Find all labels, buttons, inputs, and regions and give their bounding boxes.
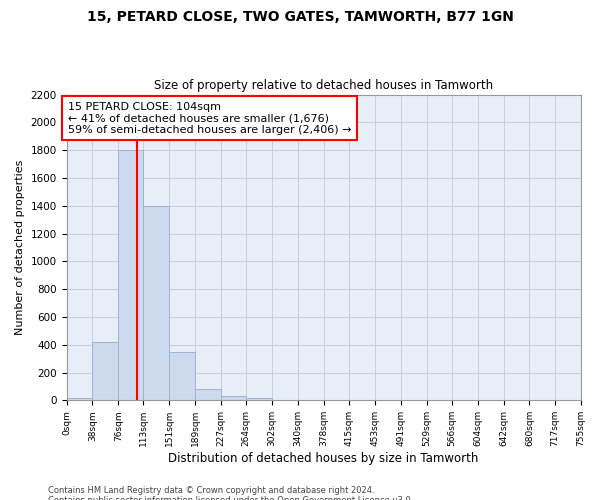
- Bar: [221, 396, 246, 400]
- Bar: [67, 398, 92, 400]
- Text: 15, PETARD CLOSE, TWO GATES, TAMWORTH, B77 1GN: 15, PETARD CLOSE, TWO GATES, TAMWORTH, B…: [86, 10, 514, 24]
- Text: 15 PETARD CLOSE: 104sqm
← 41% of detached houses are smaller (1,676)
59% of semi: 15 PETARD CLOSE: 104sqm ← 41% of detache…: [68, 102, 352, 134]
- Title: Size of property relative to detached houses in Tamworth: Size of property relative to detached ho…: [154, 79, 493, 92]
- X-axis label: Distribution of detached houses by size in Tamworth: Distribution of detached houses by size …: [169, 452, 479, 465]
- Bar: [246, 398, 272, 400]
- Bar: [118, 150, 143, 401]
- Y-axis label: Number of detached properties: Number of detached properties: [15, 160, 25, 335]
- Bar: [92, 342, 118, 400]
- Bar: [169, 352, 195, 401]
- Bar: [143, 206, 169, 400]
- Bar: [195, 389, 221, 400]
- Text: Contains HM Land Registry data © Crown copyright and database right 2024.: Contains HM Land Registry data © Crown c…: [48, 486, 374, 495]
- Text: Contains public sector information licensed under the Open Government Licence v3: Contains public sector information licen…: [48, 496, 413, 500]
